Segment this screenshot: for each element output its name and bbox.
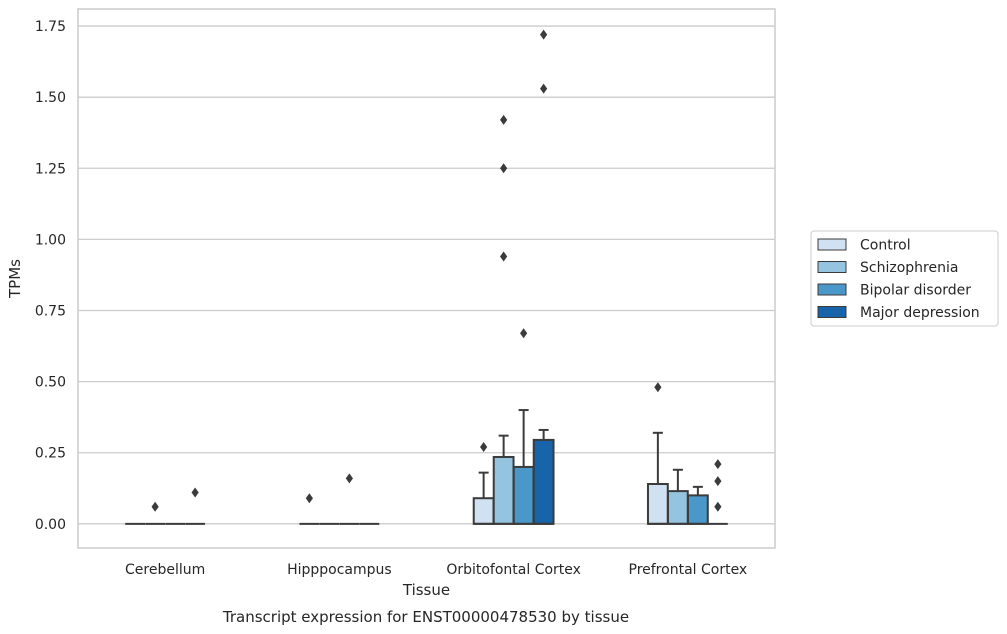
box — [666, 490, 689, 525]
box-group — [339, 473, 360, 525]
x-tick-label: Orbitofontal Cortex — [446, 562, 581, 578]
legend-label: Bipolar disorder — [860, 283, 971, 299]
outlier-point — [345, 473, 353, 484]
x-axis-title: Tissue — [402, 581, 450, 599]
outlier-point — [305, 493, 313, 504]
figure-caption: Transcript expression for ENST0000047853… — [222, 608, 629, 626]
box-group — [512, 328, 535, 525]
y-tick-label: 0.25 — [35, 446, 66, 462]
y-tick-labels: 0.00 0.25 0.50 0.75 1.00 1.25 1.50 1.75 — [35, 19, 66, 533]
box — [472, 497, 495, 525]
outlier-point — [714, 459, 722, 470]
y-tick-label: 1.50 — [35, 90, 66, 106]
y-tick-label: 0.00 — [35, 517, 66, 533]
x-tick-label: Hipppocampus — [287, 562, 392, 578]
legend-swatch — [817, 261, 847, 273]
x-tick-label: Prefrontal Cortex — [629, 562, 748, 578]
y-tick-label: 0.75 — [35, 303, 66, 319]
box-group — [707, 459, 728, 525]
box-group — [145, 501, 166, 525]
outlier-point — [714, 476, 722, 487]
legend-label: Major depression — [860, 305, 980, 321]
legend-frame — [810, 230, 999, 327]
x-tick-label: Cerebellum — [125, 562, 205, 578]
y-tick-label: 0.50 — [35, 375, 66, 391]
box-group — [492, 114, 515, 525]
legend-swatch — [817, 306, 847, 318]
y-axis-title: TPMs — [6, 259, 24, 299]
legend-swatch — [817, 283, 847, 296]
outlier-point — [520, 328, 528, 339]
outlier-point — [191, 487, 199, 498]
box — [492, 455, 515, 525]
x-tick-labels: Cerebellum Hipppocampus Orbitofontal Corte… — [125, 562, 747, 578]
box — [512, 465, 535, 525]
outlier-point — [500, 163, 508, 174]
legend-swatch — [817, 238, 847, 251]
outlier-point — [500, 251, 508, 262]
outlier-point — [500, 114, 508, 125]
box-marks — [125, 29, 728, 525]
outlier-point — [480, 442, 488, 453]
legend-label: Control — [860, 238, 911, 254]
box-group — [686, 485, 709, 525]
outlier-point — [540, 29, 548, 40]
box — [686, 494, 709, 525]
box-group — [472, 442, 495, 525]
plot-frame — [77, 8, 776, 549]
box-group — [299, 493, 320, 525]
outlier-point — [151, 501, 159, 512]
box-group — [532, 29, 555, 525]
outlier-point — [654, 382, 662, 393]
y-tick-label: 1.25 — [35, 161, 66, 177]
box — [532, 438, 555, 525]
legend: Control Schizophrenia Bipolar disorder Majo… — [810, 230, 999, 327]
y-tick-label: 1.00 — [35, 232, 66, 248]
outlier-point — [714, 501, 722, 512]
box — [646, 483, 669, 525]
legend-label: Schizophrenia — [860, 260, 958, 276]
box-group — [185, 487, 206, 525]
y-tick-label: 1.75 — [35, 19, 66, 35]
outlier-point — [540, 83, 548, 94]
